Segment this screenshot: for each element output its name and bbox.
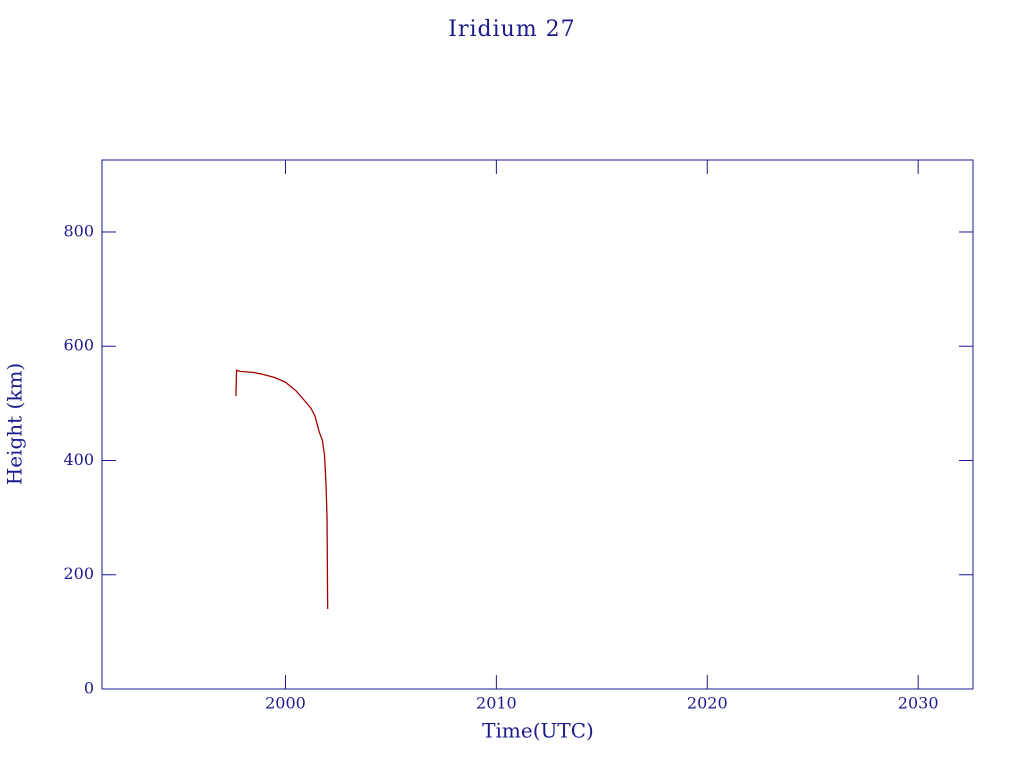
x-tick-label: 2030 xyxy=(898,694,939,713)
data-line xyxy=(235,369,329,610)
y-tick-label: 400 xyxy=(63,450,94,469)
x-tick-label: 2020 xyxy=(687,694,728,713)
y-tick-label: 0 xyxy=(84,679,94,698)
x-axis-title: Time(UTC) xyxy=(482,719,594,743)
y-axis-title: Height (km) xyxy=(3,363,27,485)
y-tick-label: 800 xyxy=(63,221,94,240)
y-tick-label: 200 xyxy=(63,564,94,583)
x-tick-label: 2010 xyxy=(476,694,517,713)
y-tick-label: 600 xyxy=(63,336,94,355)
chart-title: Iridium 27 xyxy=(448,17,575,42)
x-tick-label: 2000 xyxy=(265,694,306,713)
plot-frame xyxy=(101,159,974,690)
